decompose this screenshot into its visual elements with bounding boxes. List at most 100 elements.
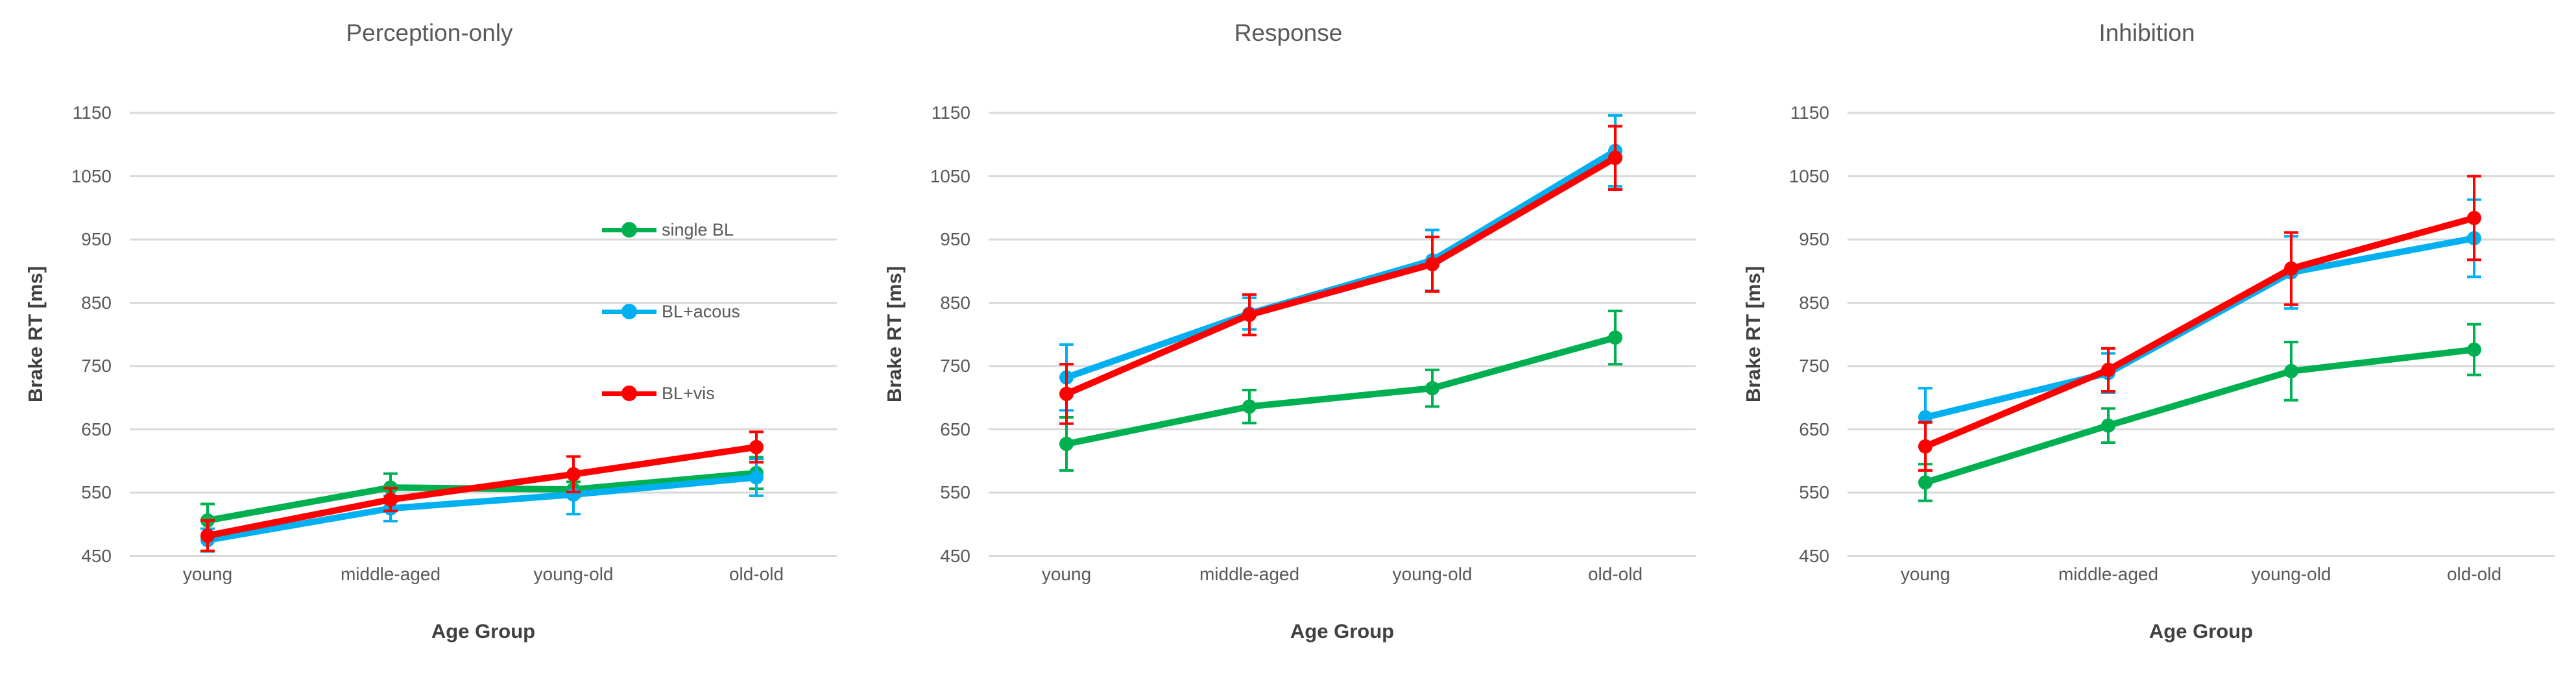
legend-item-single-bl: single BL xyxy=(602,219,740,240)
series-single-bl xyxy=(1059,310,1622,472)
y-tick-label: 550 xyxy=(1799,482,1829,502)
x-axis-title: Age Group xyxy=(431,620,536,643)
y-tick-label: 450 xyxy=(1799,545,1829,566)
y-tick-label: 1050 xyxy=(71,166,112,186)
x-tick-label: middle-aged xyxy=(340,564,441,584)
series-line xyxy=(1922,214,2477,450)
x-tick-label: young-old xyxy=(1392,564,1473,584)
legend-marker-single-bl-icon xyxy=(602,219,656,240)
data-point-marker xyxy=(1918,475,1932,490)
data-point-marker xyxy=(1059,436,1074,451)
data-point-marker xyxy=(2101,362,2115,377)
x-tick-label: middle-aged xyxy=(1199,564,1300,584)
series-bl-vis xyxy=(1059,125,1622,425)
data-point-marker xyxy=(200,528,215,543)
series-line xyxy=(204,443,760,539)
series-line xyxy=(1063,334,1619,447)
legend-item-bl-acous: BL+acous xyxy=(602,301,740,322)
data-point-marker xyxy=(1918,439,1932,454)
data-point-marker xyxy=(383,492,398,507)
gridlines xyxy=(1848,112,2555,557)
data-point-marker xyxy=(749,439,764,454)
data-point-marker xyxy=(1242,308,1257,323)
x-tick-label: old-old xyxy=(1587,564,1643,584)
y-axis-ticks: 1150 1050 950 850 750 650 550 450 xyxy=(0,0,112,675)
x-axis-title: Age Group xyxy=(2149,620,2254,643)
plot-area xyxy=(130,112,837,557)
y-tick-label: 950 xyxy=(940,229,970,249)
y-tick-label: 1050 xyxy=(1788,166,1829,186)
y-tick-label: 950 xyxy=(1799,229,1829,249)
data-point-marker xyxy=(749,470,764,485)
data-point-marker xyxy=(2101,418,2115,433)
y-tick-label: 750 xyxy=(1799,356,1829,376)
y-tick-label: 450 xyxy=(81,545,112,566)
x-tick-label: middle-aged xyxy=(2058,564,2159,584)
y-tick-label: 750 xyxy=(940,356,970,376)
y-tick-label: 850 xyxy=(81,292,112,313)
y-tick-label: 1050 xyxy=(930,166,970,186)
legend-label: single BL xyxy=(662,219,734,239)
y-axis-ticks: 1150 1050 950 850 750 650 550 450 xyxy=(859,0,970,675)
data-point-marker xyxy=(566,467,581,482)
data-point-marker xyxy=(1608,151,1622,166)
x-tick-label: old-old xyxy=(2446,564,2502,584)
data-point-marker xyxy=(1425,257,1439,272)
y-tick-label: 850 xyxy=(1799,292,1829,313)
y-tick-label: 850 xyxy=(940,292,970,313)
y-tick-label: 550 xyxy=(940,482,970,502)
data-point-marker xyxy=(1059,386,1074,401)
x-axis-ticks: young middle-aged young-old old-old xyxy=(1848,563,2555,589)
x-axis-title: Age Group xyxy=(1290,620,1395,643)
legend-label: BL+vis xyxy=(662,383,715,403)
panel-title: Inhibition xyxy=(2099,19,2195,46)
series-line xyxy=(1063,154,1619,397)
y-tick-label: 950 xyxy=(81,229,112,249)
y-axis-ticks: 1150 1050 950 850 750 650 550 450 xyxy=(1718,0,1829,675)
legend-marker-bl-vis-icon xyxy=(602,383,656,404)
legend-item-bl-vis: BL+vis xyxy=(602,383,740,404)
legend: single BL BL+acous BL+vis xyxy=(602,219,740,465)
data-point-marker xyxy=(2284,363,2298,378)
series-line xyxy=(1063,147,1619,381)
data-point-marker xyxy=(1425,381,1439,396)
panel-perception-only: Perception-only Brake RT [ms] 1150 1050 95… xyxy=(0,0,859,675)
x-tick-label: young xyxy=(1041,564,1092,584)
gridlines xyxy=(989,112,1696,557)
series-single-bl xyxy=(1918,323,2481,502)
data-point-marker xyxy=(1608,330,1622,345)
x-tick-label: old-old xyxy=(728,564,784,584)
x-tick-label: young xyxy=(182,564,233,584)
y-tick-label: 650 xyxy=(940,419,970,439)
series-line xyxy=(1922,235,2477,421)
y-tick-label: 1150 xyxy=(1790,103,1829,123)
panel-title: Perception-only xyxy=(346,19,513,46)
series-bl-vis xyxy=(1918,175,2481,472)
legend-marker-bl-acous-icon xyxy=(602,301,656,322)
panel-inhibition: Inhibition Brake RT [ms] 1150 1050 950 850 7… xyxy=(1718,0,2576,675)
legend-label: BL+acous xyxy=(662,301,740,321)
data-point-marker xyxy=(1918,410,1932,424)
x-axis-ticks: young middle-aged young-old old-old xyxy=(130,563,837,589)
y-tick-label: 450 xyxy=(940,545,970,566)
series-line xyxy=(204,474,760,544)
data-point-marker xyxy=(2284,261,2298,276)
x-tick-label: young xyxy=(1900,564,1951,584)
plot-area xyxy=(1848,112,2555,557)
gridlines xyxy=(130,112,837,557)
y-tick-label: 650 xyxy=(81,419,112,439)
panel-title: Response xyxy=(1234,19,1343,46)
data-point-marker xyxy=(2467,342,2481,357)
y-tick-label: 550 xyxy=(81,482,112,502)
plot-area xyxy=(989,112,1696,557)
y-tick-label: 650 xyxy=(1799,419,1829,439)
panel-response: Response Brake RT [ms] 1150 1050 950 850 750… xyxy=(859,0,1718,675)
y-tick-label: 750 xyxy=(81,356,112,376)
x-tick-label: young-old xyxy=(2251,564,2331,584)
series-line xyxy=(1922,346,2477,486)
series-bl-vis xyxy=(200,430,764,552)
x-axis-ticks: young middle-aged young-old old-old xyxy=(989,563,1696,589)
data-point-marker xyxy=(2467,210,2481,225)
data-point-marker xyxy=(1242,399,1257,414)
